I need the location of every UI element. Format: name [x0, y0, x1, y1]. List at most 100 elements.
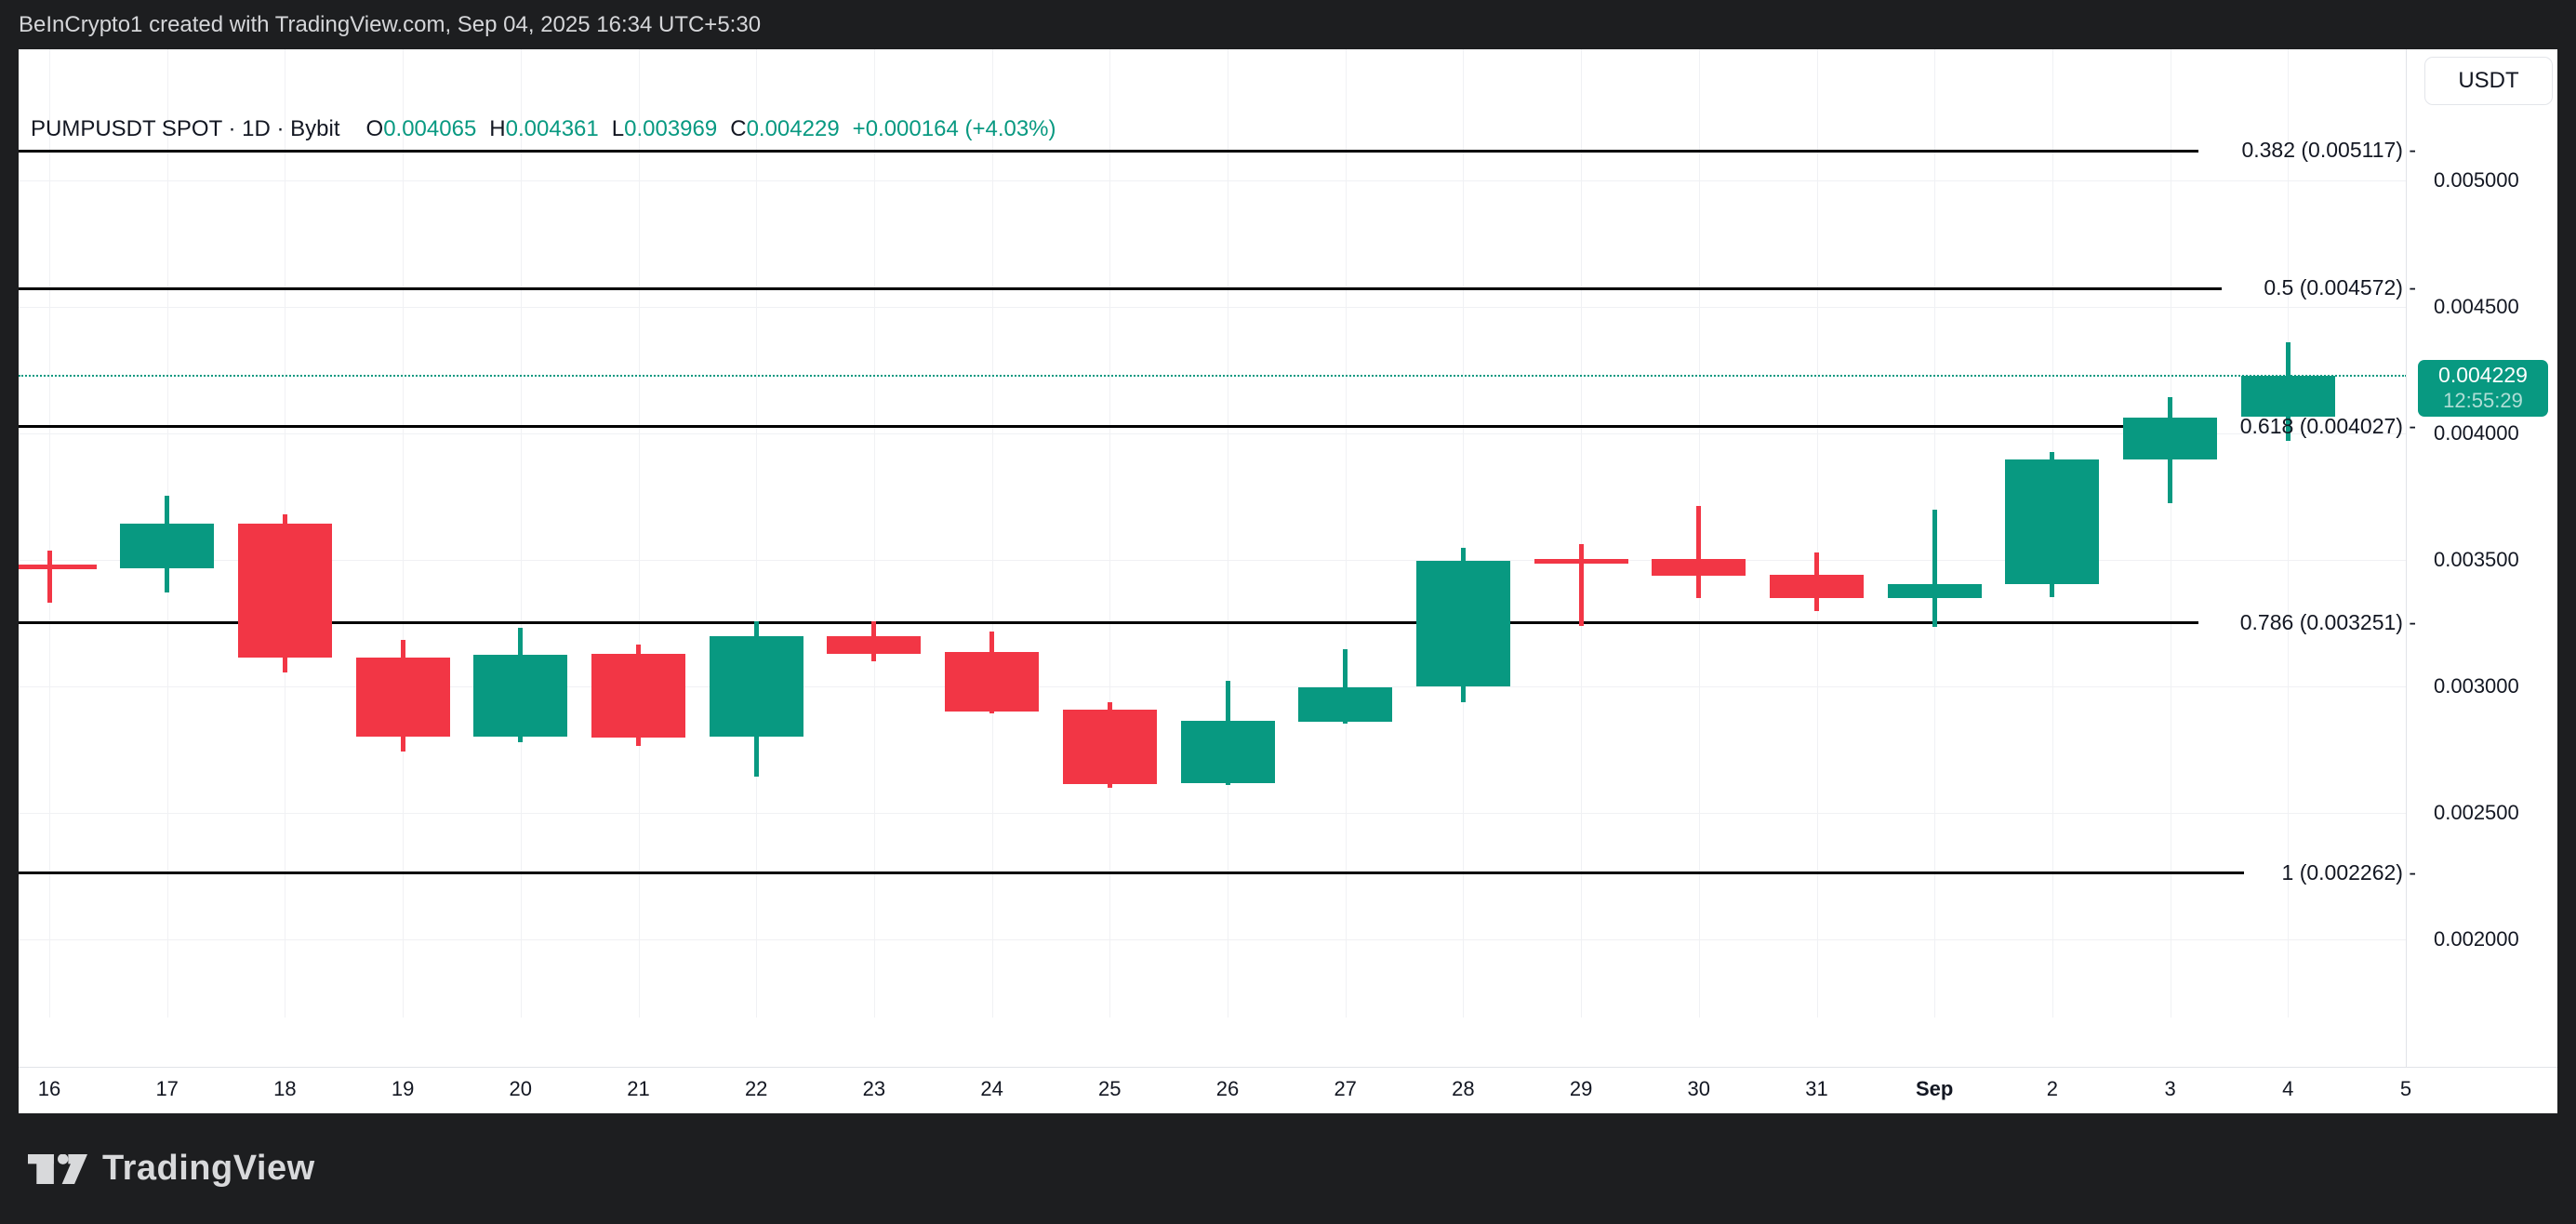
- h-gridline: [19, 433, 2407, 434]
- h-gridline: [19, 180, 2407, 181]
- symbol-legend: PUMPUSDT SPOT · 1D · Bybit O0.004065 H0.00…: [31, 116, 1056, 142]
- fib-level-label: 0.5 (0.004572) -: [2264, 275, 2416, 300]
- date-tick-label: 24: [980, 1077, 1003, 1100]
- chart-surface[interactable]: 0.382 (0.005117) - 0.5 (0.004572) - 0.618 …: [19, 49, 2557, 1113]
- date-tick-label: 4: [2282, 1077, 2294, 1100]
- date-tick-label: 18: [273, 1077, 297, 1100]
- v-gridline: [403, 49, 404, 1018]
- price-tick-label: 0.003500: [2434, 548, 2519, 571]
- legend-ohlc-value: 0.004065: [383, 116, 477, 141]
- fib-level-line: [19, 871, 2245, 875]
- v-gridline: [521, 49, 522, 1018]
- legend-ohlc-value: 0.004229: [746, 116, 840, 141]
- legend-ohlc-label: O: [365, 116, 384, 141]
- date-tick-label: 22: [744, 1077, 768, 1100]
- price-tick-label: 0.005000: [2434, 168, 2519, 192]
- v-gridline: [1817, 49, 1818, 1018]
- legend-ohlc-value: 0.003969: [624, 116, 718, 141]
- candle-wick-27: [1343, 649, 1348, 724]
- price-tick-label: 0.003000: [2434, 674, 2519, 698]
- fib-level-line: [19, 149, 2199, 153]
- currency-unit-label: USDT: [2458, 68, 2519, 93]
- legend-ohlc-label: C: [730, 116, 747, 141]
- candle-body-26: [1180, 720, 1275, 784]
- candle-body-31: [1770, 575, 1864, 599]
- date-tick-label: 30: [1687, 1077, 1711, 1100]
- date-tick-label: 2: [2046, 1077, 2059, 1100]
- date-tick-label: 16: [37, 1077, 61, 1100]
- date-tick-label: 25: [1098, 1077, 1122, 1100]
- date-tick-label: 5: [2399, 1077, 2412, 1100]
- date-tick-label: 26: [1215, 1077, 1240, 1100]
- price-tick-label: 0.002500: [2434, 801, 2519, 824]
- date-tick-label: Sep: [1916, 1077, 1954, 1100]
- last-price-badge: 0.004229 12:55:29: [2418, 359, 2548, 417]
- date-tick-label: 28: [1452, 1077, 1475, 1100]
- legend-ohlc-label: L: [611, 116, 625, 141]
- fib-level-label: 0.786 (0.003251) -: [2239, 609, 2416, 634]
- candle-wick-30: [1696, 506, 1702, 599]
- h-gridline: [19, 813, 2407, 814]
- bar-close-countdown: 12:55:29: [2443, 389, 2523, 413]
- h-gridline: [19, 939, 2407, 940]
- v-gridline: [1581, 49, 1582, 1018]
- symbol-title: PUMPUSDT SPOT · 1D · Bybit: [31, 116, 340, 141]
- candle-body-20: [473, 655, 568, 738]
- candle-wick-29: [1578, 544, 1584, 626]
- date-tick-label: 19: [391, 1077, 415, 1100]
- date-tick-label: 17: [155, 1077, 179, 1100]
- fib-level-line: [19, 621, 2199, 625]
- footer-bar: TradingView: [0, 1113, 2576, 1224]
- candle-body-21: [591, 653, 685, 738]
- price-tick-label: 0.004000: [2434, 421, 2519, 445]
- candle-body-16: [19, 565, 97, 570]
- v-gridline: [639, 49, 640, 1018]
- date-tick-label: 3: [2164, 1077, 2176, 1100]
- currency-unit-button[interactable]: USDT: [2424, 57, 2553, 105]
- price-axis-border: [2406, 49, 2407, 1067]
- date-tick-label: 23: [862, 1077, 886, 1100]
- v-gridline: [1346, 49, 1347, 1018]
- legend-ohlc-label: H: [489, 116, 506, 141]
- candle-body-3: [2123, 418, 2218, 459]
- fib-level-line: [19, 425, 2199, 429]
- candle-body-30: [1652, 559, 1746, 577]
- h-gridline: [19, 686, 2407, 687]
- date-tick-label: 20: [509, 1077, 533, 1100]
- fib-level-label: 1 (0.002262) -: [2281, 859, 2416, 885]
- candle-wick-Sep: [1932, 510, 1937, 628]
- fib-level-label: 0.382 (0.005117) -: [2241, 138, 2416, 163]
- v-gridline: [992, 49, 993, 1018]
- fib-level-line: [19, 286, 2222, 290]
- candle-body-25: [1062, 710, 1157, 784]
- tradingview-logo-icon: [28, 1153, 87, 1184]
- tradingview-logo-text: TradingView: [102, 1149, 315, 1188]
- last-price-value: 0.004229: [2438, 363, 2528, 388]
- tradingview-logo[interactable]: TradingView: [0, 1149, 315, 1189]
- v-gridline: [49, 49, 50, 1018]
- h-gridline: [19, 307, 2407, 308]
- date-tick-label: 31: [1805, 1077, 1828, 1100]
- attribution-text: BeInCrypto1 created with TradingView.com…: [19, 11, 762, 37]
- v-gridline: [2288, 49, 2289, 1018]
- date-tick-label: 21: [627, 1077, 650, 1100]
- v-gridline: [1463, 49, 1464, 1018]
- candle-body-Sep: [1887, 584, 1982, 599]
- candle-body-23: [827, 635, 922, 654]
- candle-wick-16: [46, 550, 52, 603]
- v-gridline: [874, 49, 875, 1018]
- v-gridline: [756, 49, 757, 1018]
- candle-body-2: [2005, 459, 2100, 585]
- candle-body-22: [709, 635, 803, 738]
- candle-body-18: [237, 524, 332, 658]
- last-price-dotted-line: [19, 374, 2407, 377]
- candle-body-4: [2240, 375, 2335, 418]
- v-gridline: [1109, 49, 1110, 1018]
- candle-body-17: [120, 524, 215, 568]
- candle-body-29: [1534, 558, 1628, 564]
- price-tick-label: 0.002000: [2434, 927, 2519, 951]
- legend-ohlc-value: 0.004361: [505, 116, 599, 141]
- candle-body-19: [355, 657, 450, 738]
- date-tick-label: 29: [1569, 1077, 1593, 1100]
- time-axis-border: [19, 1067, 2557, 1068]
